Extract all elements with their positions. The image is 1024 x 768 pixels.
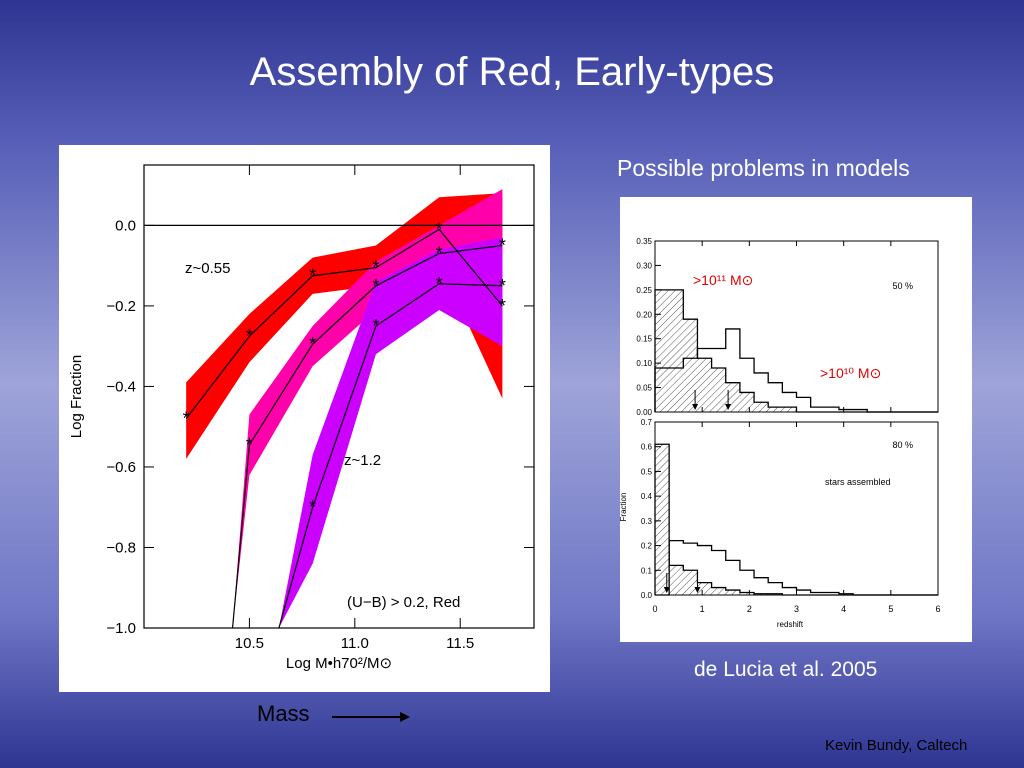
- hist-bar-hatched: [655, 444, 670, 595]
- hist-x-tick-label: 6: [935, 604, 940, 614]
- series-line-0: [185, 228, 503, 420]
- hist-x-tick-label: 5: [888, 604, 893, 614]
- data-point-marker: *: [499, 236, 506, 256]
- annotation-low-mass: >10¹⁰ M⊙: [820, 365, 881, 381]
- hist-y-axis-label: Fraction: [620, 493, 628, 522]
- hist-percent-label: 80 %: [892, 440, 913, 450]
- data-point-marker: *: [372, 276, 379, 296]
- y-tick-label: −0.6: [106, 459, 136, 476]
- x-tick-label: 11.0: [341, 635, 369, 652]
- y-axis-label: Log Fraction: [68, 355, 85, 438]
- hist-bar-hatched: [739, 592, 755, 595]
- citation-text: de Lucia et al. 2005: [694, 658, 878, 681]
- annotation-high-z: z~1.2: [344, 452, 381, 469]
- hist-x-tick-label: 1: [700, 604, 705, 614]
- annotation-low-z: z~0.55: [185, 260, 230, 277]
- panel-subtitle: Possible problems in models: [617, 155, 910, 181]
- hist-y-tick-label: 0.1: [641, 566, 653, 575]
- x-tick-label: 11.5: [446, 635, 474, 652]
- hist-x-axis-label: redshift: [777, 620, 804, 629]
- hist-y-tick-label: 0.30: [636, 261, 652, 270]
- credit-text: Kevin Bundy, Caltech: [825, 737, 968, 754]
- y-tick-label: −1.0: [106, 620, 136, 637]
- hist-y-tick-label: 0.10: [636, 359, 652, 368]
- hist-y-tick-label: 0.00: [636, 408, 652, 417]
- mass-fraction-chart-panel: * * * * * * * * * * * * * * * 10.5 11.0 11.5 0.0 −0.2 −0.4 −0…: [59, 145, 550, 692]
- data-point-marker: *: [309, 334, 316, 354]
- hist-bar-hatched: [711, 587, 726, 595]
- hist-y-tick-label: 0.0: [641, 591, 653, 600]
- hist-y-tick-label: 0.4: [641, 492, 653, 501]
- hist-bar-hatched: [683, 319, 698, 412]
- mass-label: Mass: [257, 701, 310, 726]
- hist-bar-hatched: [655, 289, 670, 412]
- hist-y-tick-label: 0.35: [636, 237, 652, 246]
- redshift-arrowhead-icon: [692, 404, 699, 410]
- data-point-marker: *: [436, 219, 443, 239]
- redshift-arrowhead-icon: [725, 404, 732, 410]
- redshift-arrowhead-icon: [663, 587, 670, 593]
- hist-x-tick-label: 0: [652, 604, 657, 614]
- hist-y-tick-label: 0.7: [641, 418, 653, 427]
- y-tick-label: −0.8: [106, 539, 136, 556]
- hist-y-tick-label: 0.2: [641, 542, 653, 551]
- error-band-1: [232, 189, 503, 628]
- annotation-high-mass: >10¹¹ M⊙: [693, 272, 753, 288]
- hist-percent-label: 50 %: [892, 281, 913, 291]
- hist-y-tick-label: 0.05: [636, 384, 652, 393]
- data-point-marker: *: [499, 276, 506, 296]
- slide-title: Assembly of Red, Early-types: [249, 50, 775, 94]
- y-tick-label: 0.0: [115, 217, 136, 234]
- hist-x-tick-label: 3: [794, 604, 799, 614]
- hist-bar-hatched: [669, 565, 684, 595]
- data-point-marker: *: [372, 258, 379, 278]
- data-point-marker: *: [436, 244, 443, 264]
- hist-x-tick-label: 2: [747, 604, 752, 614]
- hist-step-0-1: [654, 328, 938, 413]
- hist-bar-hatched: [782, 407, 797, 412]
- hist-step-1-0: [654, 443, 938, 596]
- data-point-marker: *: [309, 266, 316, 286]
- hist-y-tick-label: 0.6: [641, 443, 653, 452]
- data-point-marker: *: [499, 296, 506, 316]
- hist-bar-hatched: [669, 289, 684, 412]
- series-line-1: [231, 244, 503, 628]
- hist-y-tick-label: 0.3: [641, 517, 653, 526]
- series-line-2: [278, 283, 503, 628]
- redshift-histogram-panel: 0.35 0.30 0.25 0.20 0.15 0.10 0.05 0.00 50 % 0.7 0…: [619, 197, 972, 642]
- annotation-stars-assembled: stars assembled: [825, 477, 891, 487]
- y-tick-label: −0.2: [106, 298, 136, 315]
- mass-fraction-chart: *** ******* **** *10.5 11.0 11.50.0−0.2−0.4−0…: [68, 164, 535, 672]
- x-axis-label: Log M•h70²/M⊙: [286, 655, 392, 672]
- hist-y-tick-label: 0.15: [636, 335, 652, 344]
- plot-frame: [143, 164, 535, 629]
- data-point-marker: *: [246, 435, 253, 455]
- hist-x-tick-label: 4: [841, 604, 846, 614]
- data-point-marker: *: [372, 316, 379, 336]
- data-point-marker: *: [309, 497, 316, 517]
- hist-y-tick-label: 0.20: [636, 310, 652, 319]
- hist-y-tick-label: 0.5: [641, 467, 653, 476]
- x-tick-label: 10.5: [235, 635, 264, 652]
- data-point-marker: *: [436, 274, 443, 294]
- redshift-arrowhead-icon: [694, 587, 701, 593]
- data-point-marker: *: [183, 409, 190, 429]
- error-band-2: [278, 237, 503, 628]
- hist-bar-hatched: [768, 407, 783, 412]
- hist-bar-hatched: [739, 392, 755, 412]
- hist-bar-hatched: [711, 368, 726, 412]
- hist-bar-hatched: [697, 358, 712, 412]
- y-tick-label: −0.4: [106, 378, 136, 395]
- annotation-selection: (U−B) > 0.2, Red: [347, 594, 460, 611]
- hist-bar-hatched: [697, 582, 712, 595]
- hist-bar-hatched: [754, 402, 769, 412]
- hist-bar-hatched: [725, 590, 740, 595]
- hist-bar-hatched: [683, 570, 698, 595]
- data-point-marker: *: [246, 326, 253, 346]
- mass-arrow-icon: [332, 712, 410, 722]
- hist-y-tick-label: 0.25: [636, 286, 652, 295]
